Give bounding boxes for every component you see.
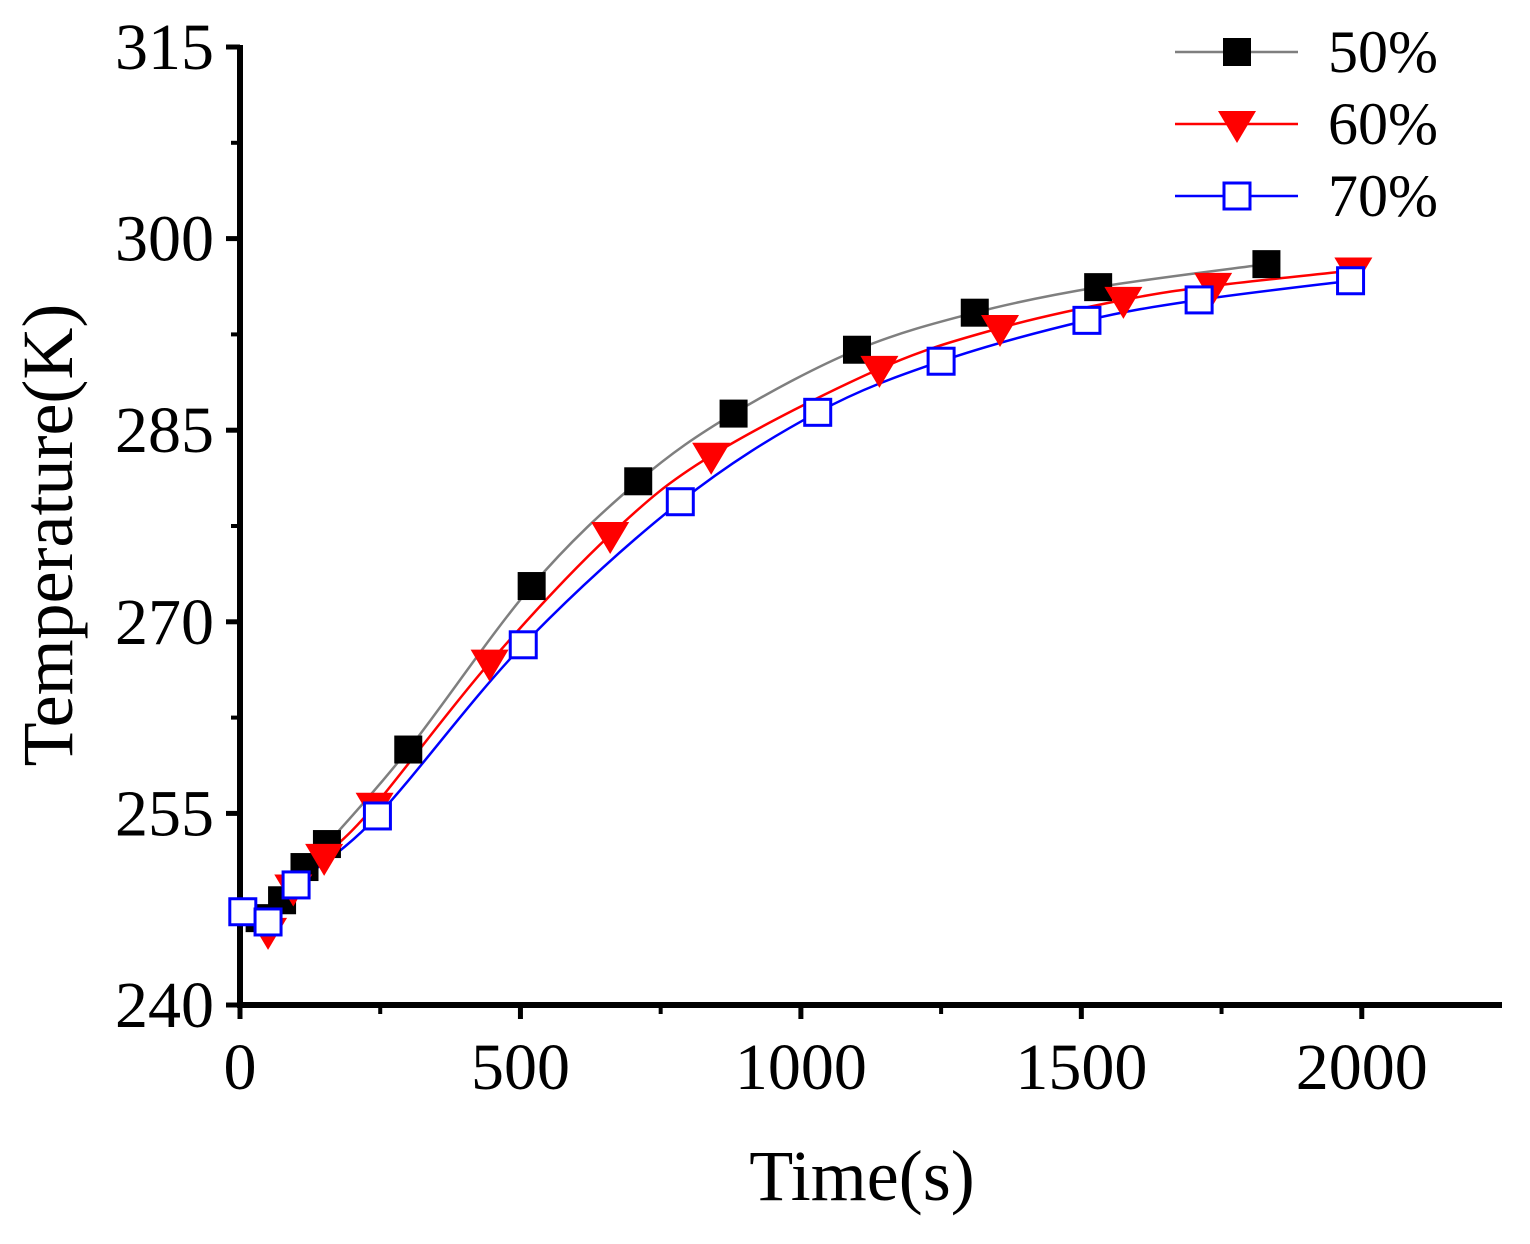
series-3-point: [281, 870, 311, 900]
legend-marker-2: [1218, 111, 1256, 143]
x-tick-label: 1000: [735, 1031, 867, 1104]
y-tick-label: 255: [115, 777, 214, 850]
y-tick-label: 240: [115, 969, 214, 1042]
series-markers: [228, 250, 1373, 950]
series-3-point: [1336, 266, 1366, 296]
series-lines: [242, 262, 1354, 932]
series-1-point: [960, 298, 989, 327]
legend-marker-3: [1222, 181, 1252, 211]
series-2-point: [591, 521, 630, 554]
series-3-point: [1184, 285, 1214, 315]
series-2-point: [1104, 286, 1143, 319]
series-2-point: [305, 843, 344, 876]
series-line-1: [258, 262, 1267, 920]
x-tick-label: 1500: [1015, 1031, 1147, 1104]
x-tick-label: 2000: [1296, 1031, 1428, 1104]
series-1-point: [624, 467, 653, 496]
series-1-point: [517, 572, 546, 601]
legend-label-1: 50%: [1328, 19, 1438, 85]
legend: 50%60%70%: [1175, 19, 1438, 229]
y-tick-label: 270: [115, 586, 214, 659]
legend-label-3: 70%: [1328, 163, 1438, 229]
series-1-point: [719, 399, 748, 428]
series-3-point: [926, 346, 956, 376]
series-1-point: [394, 735, 423, 764]
series-3-point: [253, 907, 283, 937]
legend-marker-1: [1223, 38, 1251, 66]
y-tick-label: 300: [115, 203, 214, 276]
series-3-point: [362, 801, 392, 831]
x-tick-label: 500: [471, 1031, 570, 1104]
series-2-point: [692, 442, 731, 475]
legend-label-2: 60%: [1328, 91, 1438, 157]
series-3-point: [665, 487, 695, 517]
series-line-2: [266, 269, 1354, 932]
series-3-point: [228, 897, 258, 927]
axes: 0 500 1000 1500 2000 240 255 270 285 300 315: [115, 11, 1502, 1104]
series-2-point: [860, 355, 899, 388]
y-axis-title: Temperature(K): [8, 304, 88, 767]
series-1-point: [1252, 250, 1281, 279]
series-3-point: [803, 397, 833, 427]
y-tick-label: 315: [115, 11, 214, 84]
series-2-point: [470, 649, 509, 682]
series-3-point: [1072, 305, 1102, 335]
y-tick-label: 285: [115, 394, 214, 467]
x-axis-title: Time(s): [749, 1136, 974, 1216]
series-2-point: [981, 315, 1020, 348]
x-tick-label: 0: [224, 1031, 257, 1104]
series-3-point: [508, 630, 538, 660]
